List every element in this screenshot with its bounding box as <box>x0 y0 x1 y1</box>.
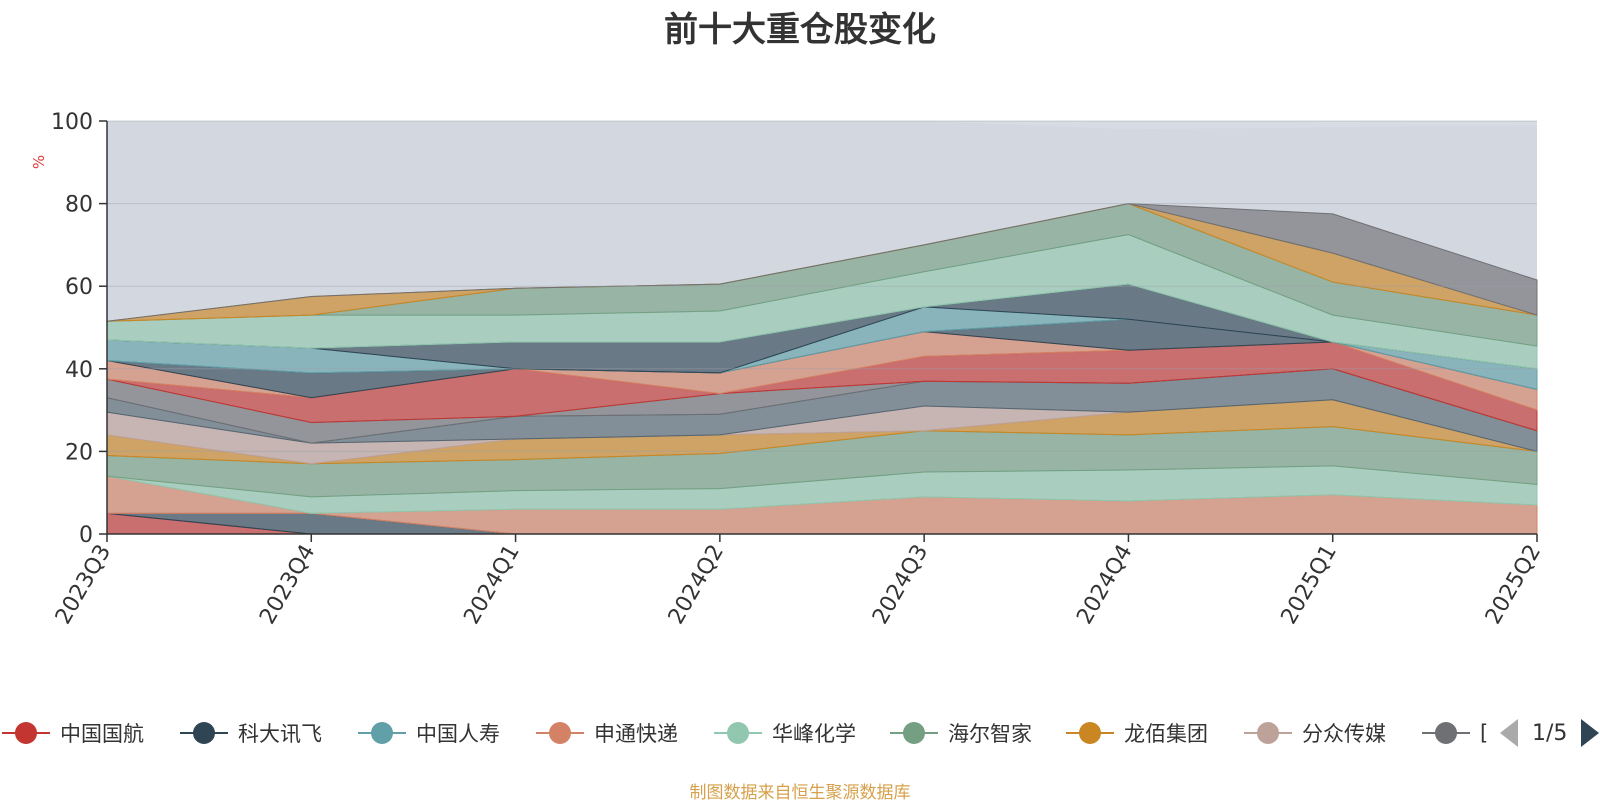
legend-swatch-icon <box>890 722 938 744</box>
series-area-rest <box>107 121 1537 322</box>
legend-item[interactable]: 海尔智家 <box>888 716 1032 750</box>
legend-item[interactable]: 科大讯飞 <box>178 716 322 750</box>
legend-item[interactable]: 中国国航 <box>0 716 144 750</box>
legend-item[interactable]: 龙佰集团 <box>1064 716 1208 750</box>
legend-label: 龙佰集团 <box>1124 722 1208 746</box>
x-tick-label: 2024Q1 <box>459 541 524 629</box>
y-tick-label: 60 <box>65 275 93 300</box>
legend-label: 海尔智家 <box>948 722 1032 746</box>
legend-label: 申通快递 <box>594 722 678 746</box>
x-tick-label: 2025Q2 <box>1481 541 1546 629</box>
legend-label: 科大讯飞 <box>238 722 322 746</box>
legend-next-page-button[interactable] <box>1581 719 1600 747</box>
legend-swatch-icon <box>358 722 406 744</box>
x-tick-label: 2025Q1 <box>1277 541 1342 629</box>
legend-swatch-icon <box>1066 722 1114 744</box>
y-axis-label: % <box>30 155 48 169</box>
legend-swatch-icon <box>1244 722 1292 744</box>
legend-label: 中国国航 <box>60 722 144 746</box>
legend-swatch-icon <box>536 722 584 744</box>
source-footnote: 制图数据来自恒生聚源数据库 <box>689 783 911 803</box>
legend-label: [ <box>1480 721 1489 745</box>
legend-swatch-icon <box>2 722 50 744</box>
legend-item[interactable]: 华峰化学 <box>712 716 856 750</box>
series-area-18 <box>106 203 1538 322</box>
legend-label: 华峰化学 <box>772 722 856 746</box>
x-tick-label: 2023Q3 <box>51 541 116 629</box>
legend-swatch-icon <box>714 722 762 744</box>
legend-label: 中国人寿 <box>416 722 500 746</box>
legend-item[interactable]: 申通快递 <box>534 716 678 750</box>
legend-pager: 1/5 <box>1500 716 1600 750</box>
x-tick-label: 2024Q3 <box>868 541 933 629</box>
y-axis: 0 20 40 60 80 100 <box>51 110 108 548</box>
y-tick-label: 100 <box>51 110 93 135</box>
series-areas <box>106 121 1538 535</box>
legend-swatch-icon <box>180 722 228 744</box>
legend-item[interactable]: 分众传媒 <box>1242 716 1386 750</box>
legend-swatch-icon <box>1422 722 1470 744</box>
y-tick-label: 80 <box>65 193 93 218</box>
y-tick-label: 0 <box>79 523 93 548</box>
chart-title: 前十大重仓股变化 <box>664 10 936 50</box>
legend: 中国国航 科大讯飞 中国人寿 申通快递 华峰化学 海尔智家 龙佰集团 分众传媒 [ <box>0 716 1600 750</box>
legend-prev-page-button[interactable] <box>1500 719 1518 747</box>
y-tick-label: 40 <box>65 358 93 383</box>
x-tick-label: 2024Q2 <box>664 541 729 629</box>
x-tick-label: 2023Q4 <box>255 541 320 629</box>
x-tick-label: 2024Q4 <box>1072 541 1137 629</box>
x-axis: 2023Q3 2023Q4 2024Q1 2024Q2 2024Q3 2024Q4 2025… <box>51 533 1546 629</box>
legend-page-indicator: 1/5 <box>1532 720 1568 746</box>
legend-item[interactable]: 中国人寿 <box>356 716 500 750</box>
y-tick-label: 20 <box>65 440 93 465</box>
legend-item[interactable]: [ <box>1420 716 1488 750</box>
legend-label: 分众传媒 <box>1302 722 1386 746</box>
